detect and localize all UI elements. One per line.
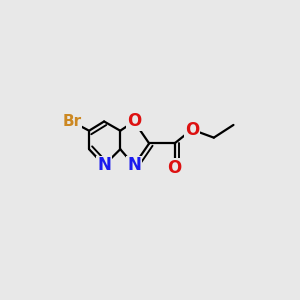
Text: N: N [127, 156, 141, 174]
Text: O: O [167, 159, 182, 177]
Text: N: N [97, 156, 111, 174]
Text: Br: Br [62, 114, 81, 129]
Text: O: O [127, 112, 141, 130]
Text: O: O [185, 121, 199, 139]
